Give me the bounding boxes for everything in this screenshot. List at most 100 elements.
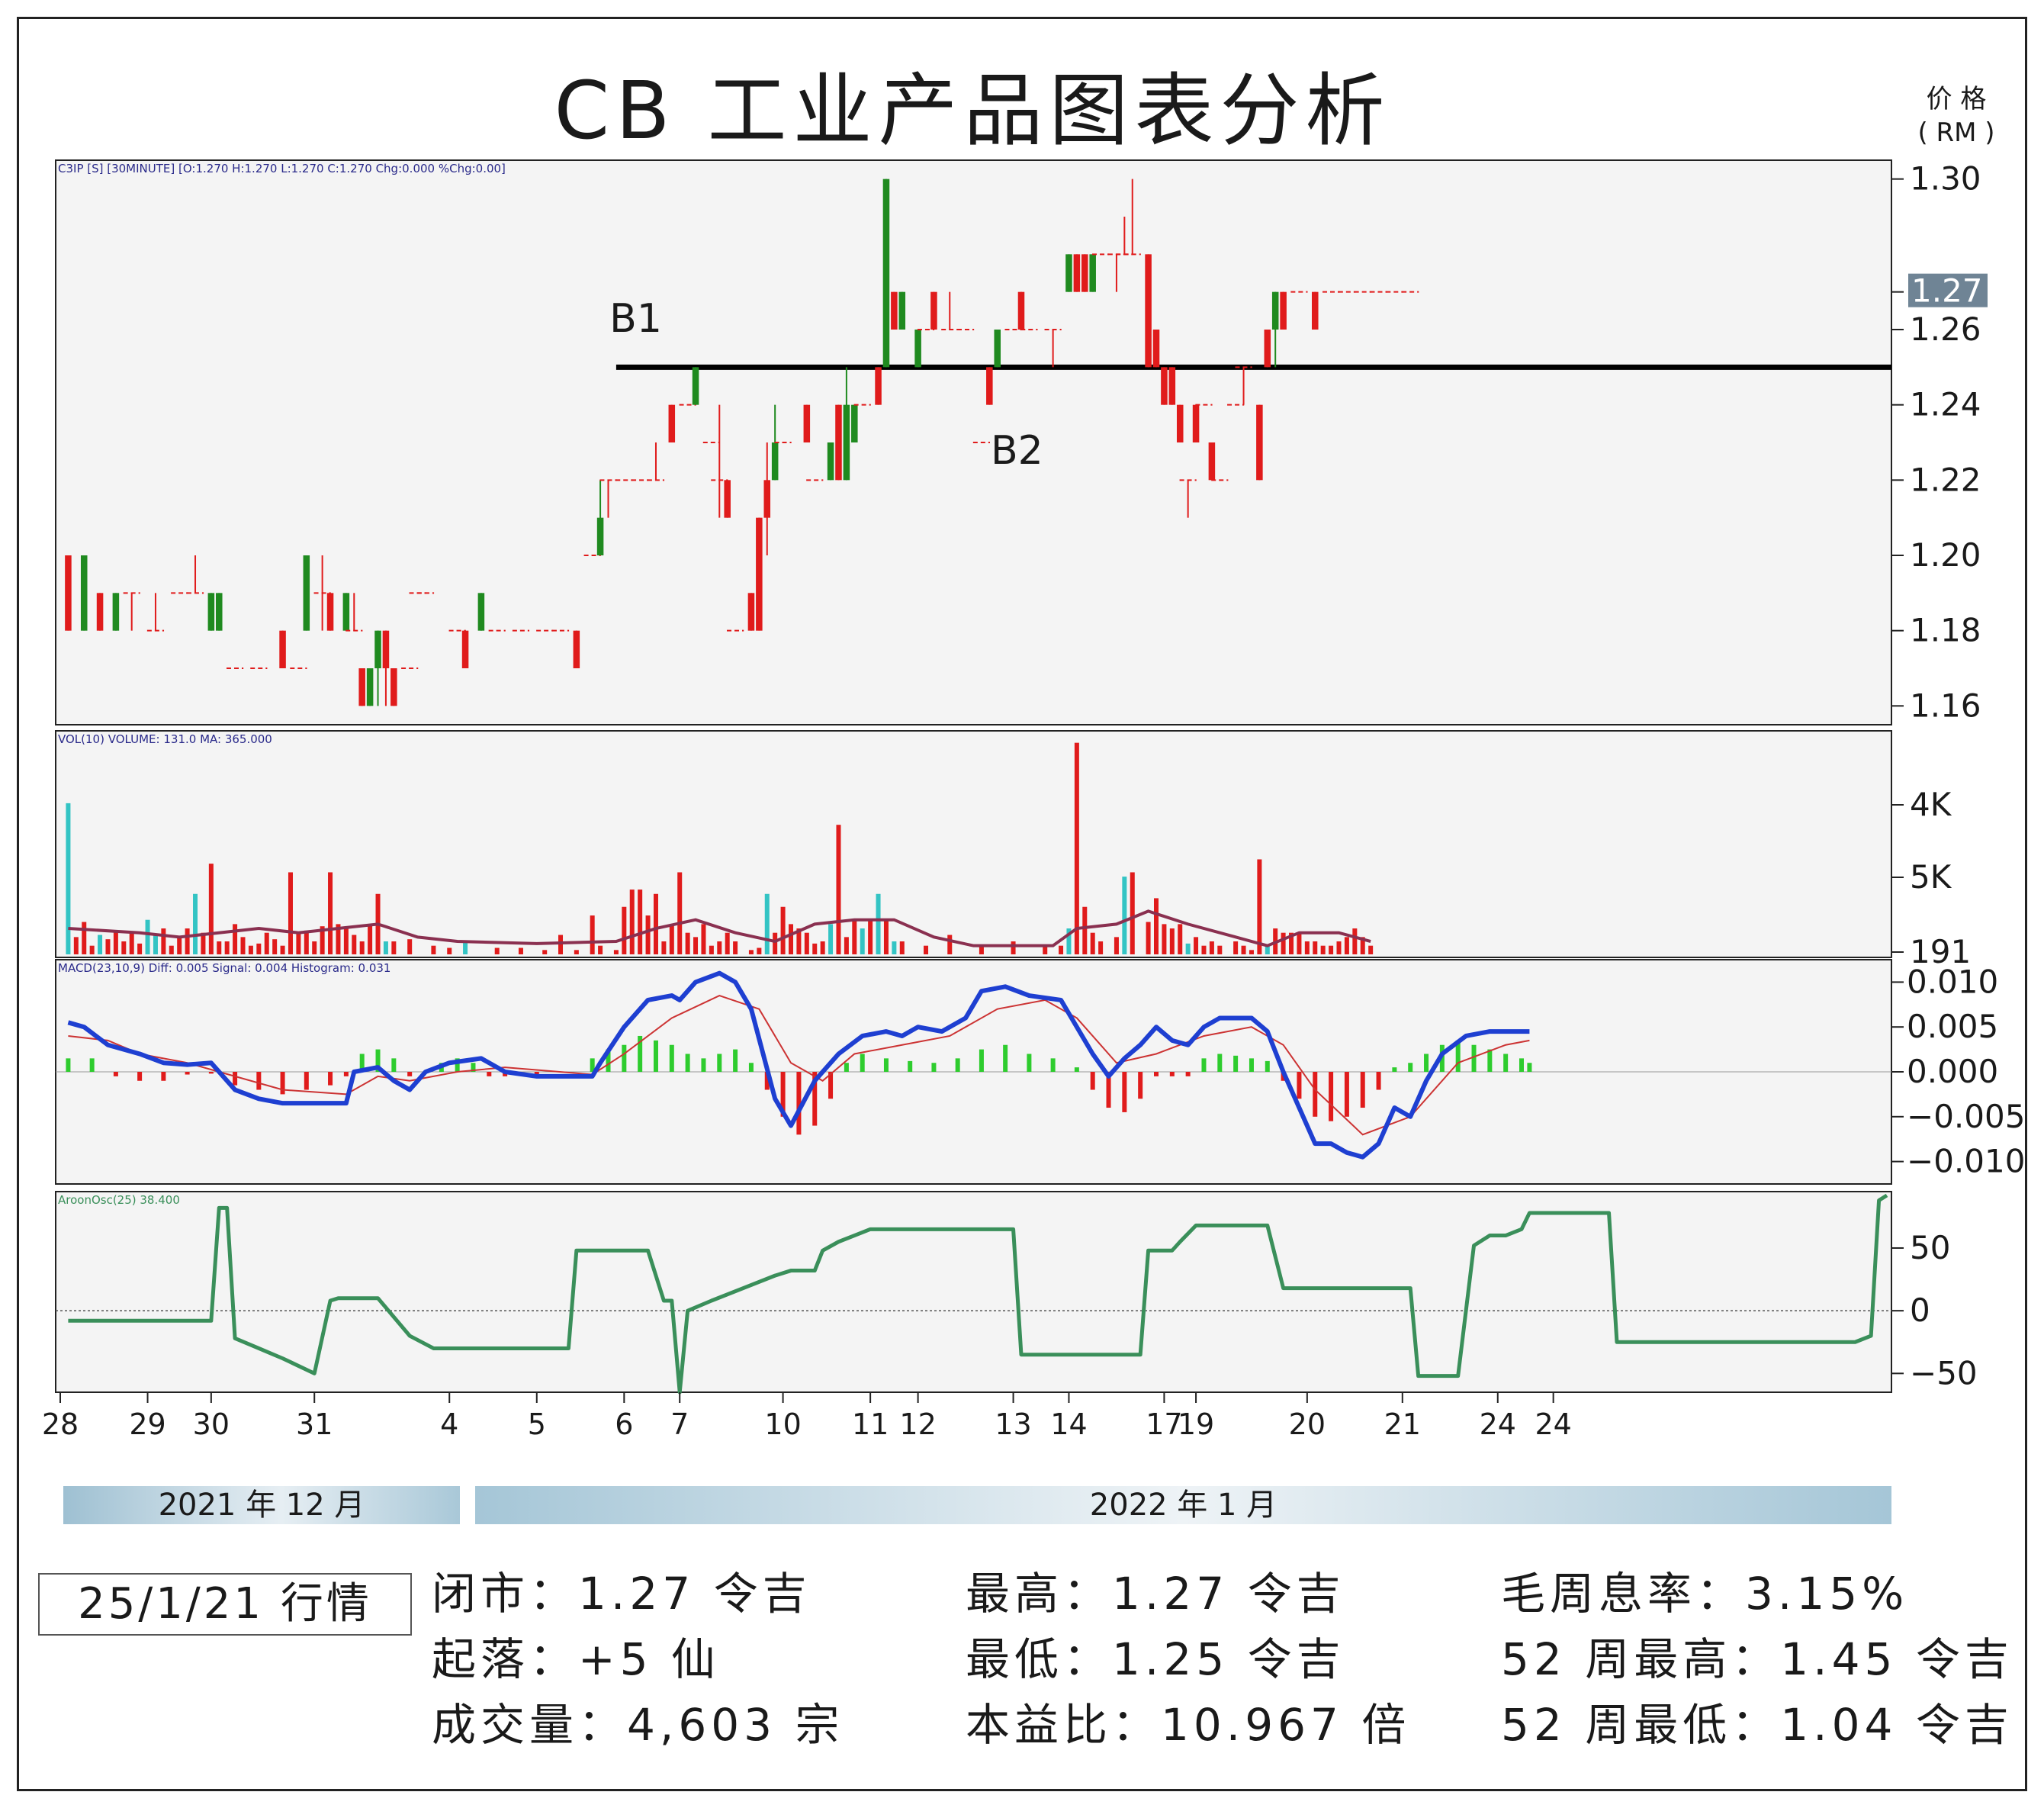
aroon-tick-label: −50 [1910, 1354, 1978, 1391]
macd-histogram-bar [955, 1058, 960, 1072]
candle-body [851, 404, 858, 442]
volume-bar [256, 943, 262, 954]
volume-bar [574, 950, 579, 954]
volume-bar [208, 864, 214, 954]
candle-body [1271, 291, 1279, 330]
x-tick-label: 12 [899, 1407, 936, 1441]
candle-body [477, 593, 485, 631]
volume-bar [233, 924, 238, 954]
candle-body [763, 480, 771, 518]
volume-bar [979, 945, 984, 954]
info-date-box: 25/1/21 行情 [38, 1573, 412, 1636]
volume-bar [1320, 945, 1326, 954]
macd-histogram-bar [828, 1072, 834, 1099]
macd-histogram-bar [1455, 1040, 1461, 1072]
volume-bar [860, 928, 865, 954]
aroon-tick-label: 50 [1910, 1229, 1950, 1266]
macd-histogram-bar [908, 1060, 913, 1072]
candle-body [724, 480, 731, 518]
macd-histogram-bar [137, 1072, 143, 1081]
macd-tick-label: 0.010 [1907, 963, 1998, 1000]
unit-label-line2: ( RM ) [1917, 117, 1995, 148]
candle-body [215, 593, 223, 631]
volume-bar [248, 945, 253, 954]
volume-bar [1368, 945, 1374, 954]
volume-bar [1090, 932, 1095, 954]
volume-tick-label: 5K [1910, 858, 1952, 896]
volume-bar [121, 941, 127, 954]
volume-bar [1114, 937, 1119, 954]
macd-tick-label: −0.010 [1907, 1143, 2025, 1180]
volume-bar [1043, 945, 1048, 954]
stat-change: 起落：+5 仙 [432, 1633, 720, 1685]
volume-bar [1185, 943, 1191, 954]
volume-bar [1162, 924, 1167, 954]
volume-bar [240, 937, 246, 954]
volume-bar [280, 945, 285, 954]
candle-body [382, 630, 390, 668]
volume-bar [137, 943, 143, 954]
candle-body [1089, 254, 1096, 292]
candle-body [756, 517, 763, 631]
x-tick-label: 28 [42, 1407, 79, 1441]
macd-tick-label: 0.000 [1907, 1053, 1998, 1090]
macd-histogram-bar [1106, 1072, 1111, 1108]
volume-legend: VOL(10) VOLUME: 131.0 MA: 365.000 [58, 732, 272, 746]
unit-label-line1: 价 格 [1926, 84, 1987, 114]
macd-histogram-bar [1344, 1072, 1349, 1117]
macd-histogram-bar [1408, 1063, 1413, 1072]
aroon-line [68, 1193, 1888, 1395]
macd-legend: MACD(23,10,9) Diff: 0.005 Signal: 0.004 … [58, 961, 390, 975]
macd-histogram-bar [1392, 1067, 1397, 1072]
volume-bar [304, 930, 309, 954]
volume-bar [828, 924, 834, 954]
volume-bar [1344, 937, 1349, 954]
volume-bar [407, 939, 413, 954]
macd-histogram-bar [590, 1058, 595, 1072]
macd-histogram-bar [764, 1072, 770, 1090]
candle-body [835, 404, 842, 481]
macd-histogram-bar [860, 1054, 865, 1072]
candle-body [65, 555, 72, 631]
volume-bar [328, 872, 333, 954]
macd-diff-line [67, 970, 1530, 1160]
volume-bar [161, 928, 166, 954]
macd-histogram-bar [359, 1054, 365, 1072]
x-tick-label: 31 [296, 1407, 333, 1441]
candle-body [207, 593, 215, 631]
x-tick-label: 21 [1384, 1407, 1421, 1441]
volume-bar [542, 950, 548, 954]
macd-histogram-bar [208, 1072, 214, 1074]
candle-body [986, 367, 993, 405]
stat-52w-high: 52 周最高：1.45 令吉 [1501, 1633, 2013, 1685]
volume-bar [431, 945, 436, 954]
macd-histogram-bar [1233, 1055, 1239, 1072]
macd-histogram-bar [391, 1058, 397, 1072]
stat-52w-low: 52 周最低：1.04 令吉 [1501, 1699, 2013, 1751]
volume-bar [113, 930, 118, 954]
macd-histogram-bar [1249, 1058, 1254, 1072]
volume-bar [1289, 932, 1294, 954]
volume-bar [312, 941, 317, 954]
macd-signal-line [68, 994, 1530, 1136]
macd-histogram-bar [606, 1049, 611, 1072]
volume-bar [272, 939, 278, 954]
volume-bar [145, 919, 150, 954]
candle-body [1065, 254, 1072, 292]
candle-body [1017, 291, 1025, 330]
volume-bar [193, 893, 198, 954]
candle-body [390, 668, 397, 706]
macd-histogram-bar [638, 1035, 643, 1072]
macd-histogram-bar [1471, 1044, 1477, 1072]
volume-bar [733, 941, 738, 954]
x-tick-label: 19 [1178, 1407, 1214, 1441]
macd-histogram-bar [534, 1072, 539, 1075]
macd-histogram-bar [407, 1072, 413, 1076]
volume-bar [836, 825, 841, 954]
volume-bar [709, 945, 714, 954]
x-tick-label: 24 [1535, 1407, 1571, 1441]
candle-body [898, 291, 906, 330]
candle-body [692, 367, 699, 405]
macd-histogram-bar [1313, 1072, 1318, 1117]
macd-histogram-bar [66, 1058, 71, 1072]
